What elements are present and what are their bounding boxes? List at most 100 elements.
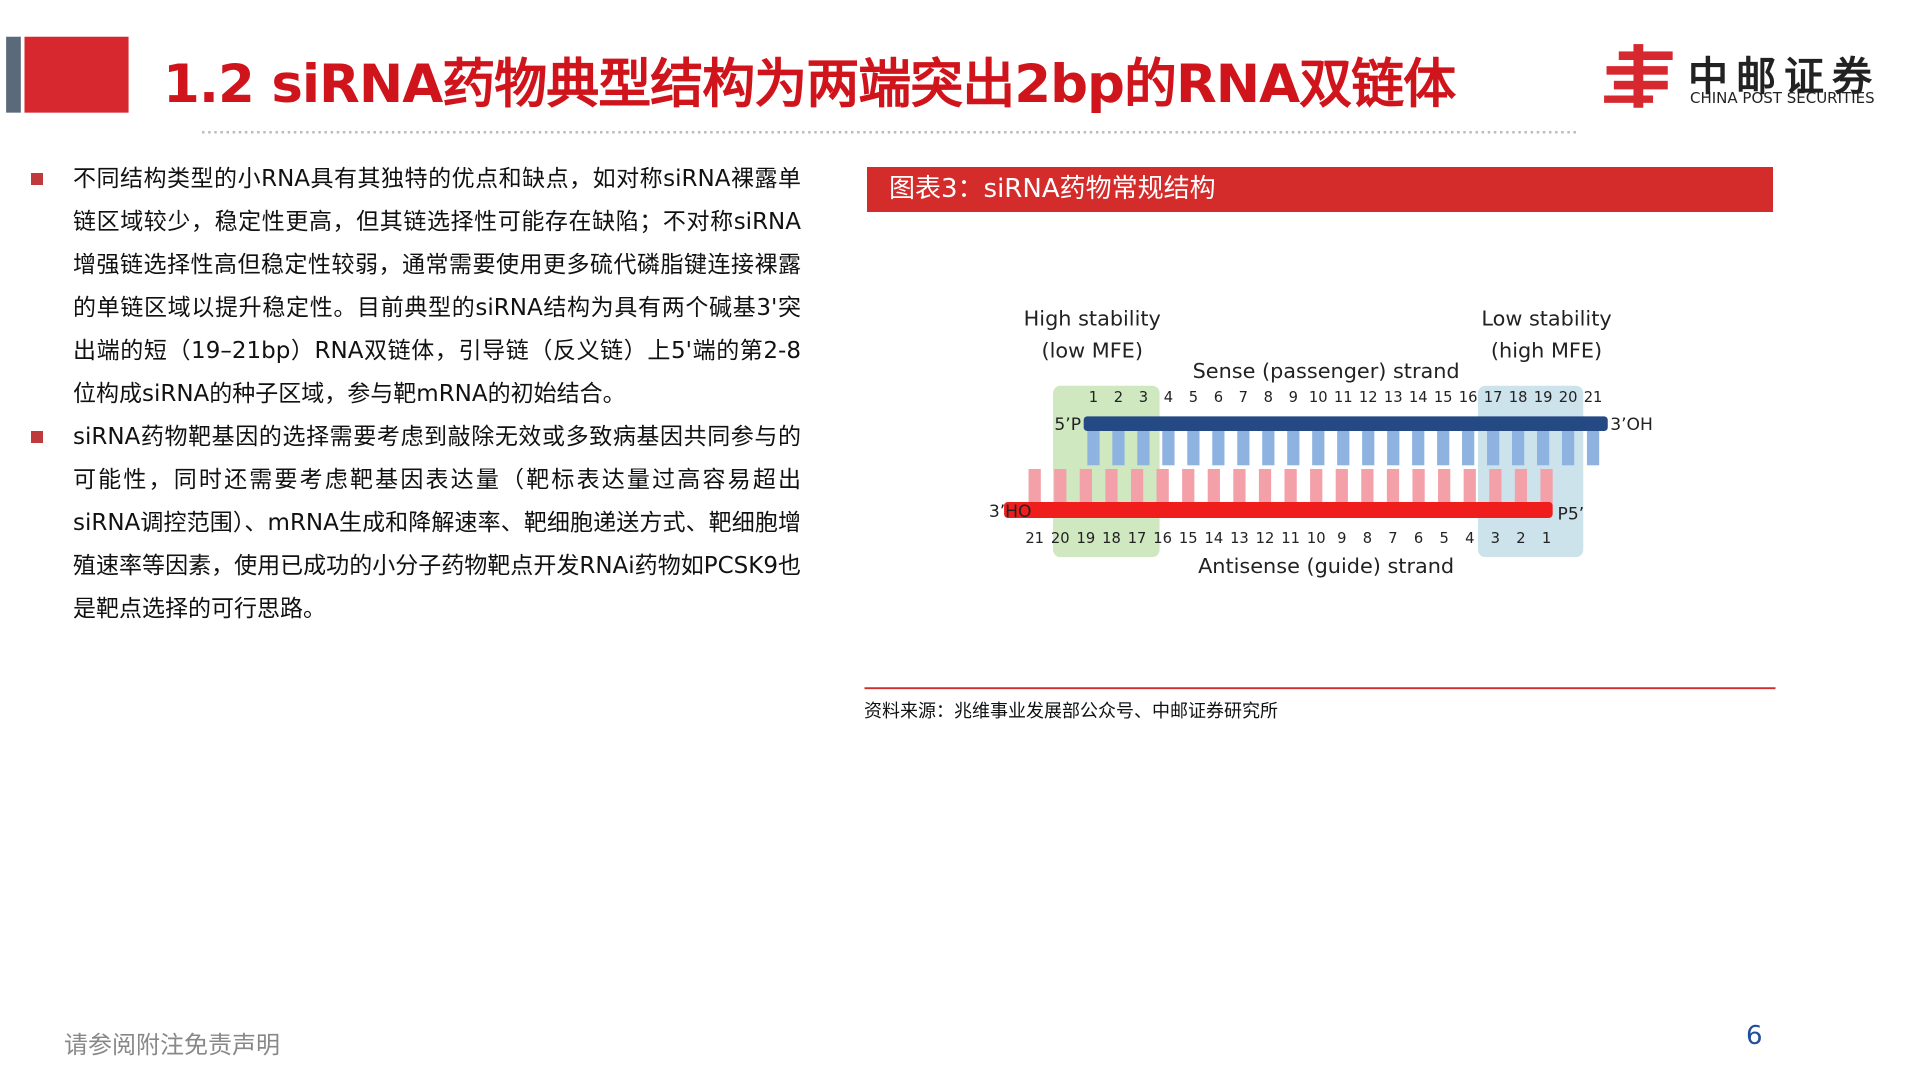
sense-base [1487, 428, 1500, 466]
end-label: P5’ [1558, 504, 1585, 524]
low-stability-label: Low stability [1481, 307, 1611, 331]
sense-position: 19 [1534, 389, 1553, 406]
sense-base [1187, 428, 1200, 466]
sense-base [1462, 428, 1475, 466]
antisense-base [1361, 468, 1374, 506]
sense-strand [1083, 416, 1608, 432]
antisense-position: 18 [1102, 530, 1121, 547]
sense-position: 1 [1089, 389, 1098, 406]
antisense-base [1412, 468, 1425, 506]
sense-base [1087, 428, 1100, 466]
antisense-position: 10 [1307, 530, 1326, 547]
antisense-position: 2 [1516, 530, 1525, 547]
antisense-position: 3 [1491, 530, 1500, 547]
sense-base [1561, 428, 1575, 466]
sense-position: 3 [1139, 389, 1148, 406]
antisense-base [1207, 468, 1220, 506]
sense-base [1237, 428, 1250, 466]
sense-position: 6 [1214, 389, 1223, 406]
antisense-base [1489, 468, 1502, 506]
antisense-position: 19 [1077, 530, 1096, 547]
sense-label: Sense (passenger) strand [1193, 359, 1460, 383]
sense-position: 2 [1114, 389, 1123, 406]
antisense-base [1054, 468, 1067, 506]
end-label: 5’P [1054, 415, 1081, 435]
sense-base [1586, 428, 1600, 466]
sense-base [1412, 428, 1425, 466]
antisense-position: 15 [1179, 530, 1198, 547]
bullet-list: 不同结构类型的小RNA具有其独特的优点和缺点，如对称siRNA裸露单链区域较少，… [31, 158, 801, 631]
antisense-position: 1 [1542, 530, 1551, 547]
antisense-position: 8 [1363, 530, 1372, 547]
antisense-base [1463, 468, 1476, 506]
sense-base [1312, 428, 1325, 466]
sense-base [1212, 428, 1225, 466]
logo-subtitle: CHINA POST SECURITIES [1690, 89, 1875, 107]
sense-base [1137, 428, 1150, 466]
sense-position: 11 [1334, 389, 1353, 406]
sense-position: 9 [1289, 389, 1298, 406]
sense-position: 15 [1434, 389, 1453, 406]
antisense-base [1514, 468, 1528, 506]
high-stability-label: (low MFE) [1042, 338, 1143, 362]
end-label: 3’HO [989, 502, 1032, 522]
antisense-base [1386, 468, 1400, 506]
sense-base [1112, 428, 1125, 466]
antisense-position: 14 [1204, 530, 1223, 547]
antisense-base [1284, 468, 1297, 506]
antisense-position: 7 [1388, 530, 1397, 547]
title-block [24, 36, 129, 113]
antisense-base [1105, 468, 1118, 506]
sense-position: 18 [1509, 389, 1528, 406]
sense-position: 4 [1164, 389, 1173, 406]
antisense-base [1079, 468, 1092, 506]
antisense-base [1258, 468, 1272, 506]
logo-name: 中邮证券 [1688, 54, 1880, 100]
sense-base [1337, 428, 1350, 466]
bullet: 不同结构类型的小RNA具有其独特的优点和缺点，如对称siRNA裸露单链区域较少，… [31, 158, 801, 416]
antisense-base [1130, 468, 1144, 506]
sense-base [1262, 428, 1275, 466]
logo-mark [1604, 44, 1673, 108]
antisense-position: 6 [1414, 530, 1423, 547]
sense-base [1387, 428, 1400, 466]
sense-base [1512, 428, 1525, 466]
antisense-base [1156, 468, 1169, 506]
antisense-base [1182, 468, 1195, 506]
antisense-position: 5 [1439, 530, 1448, 547]
figure-source: 资料来源：兆维事业发展部公众号、中邮证券研究所 [864, 701, 1278, 722]
antisense-position: 4 [1465, 530, 1474, 547]
disclaimer: 请参阅附注免责声明 [64, 1031, 280, 1059]
antisense-base [1028, 468, 1041, 506]
sense-position: 5 [1189, 389, 1198, 406]
antisense-position: 20 [1051, 530, 1070, 547]
sense-base [1437, 428, 1450, 466]
antisense-position: 9 [1337, 530, 1346, 547]
sense-base [1362, 428, 1375, 466]
high-stability-label: High stability [1024, 307, 1161, 331]
antisense-position: 13 [1230, 530, 1249, 547]
sense-position: 21 [1584, 389, 1603, 406]
antisense-position: 16 [1153, 530, 1172, 547]
slide-title: 1.2 siRNA药物典型结构为两端突出2bp的RNA双链体 [163, 54, 1456, 115]
antisense-base [1335, 468, 1348, 506]
sense-position: 20 [1559, 389, 1578, 406]
bullet: siRNA药物靶基因的选择需要考虑到敲除无效或多致病基因共同参与的可能性，同时还… [31, 416, 801, 631]
antisense-base [1310, 468, 1323, 506]
antisense-base [1438, 468, 1451, 506]
antisense-position: 17 [1128, 530, 1147, 547]
sense-position: 10 [1309, 389, 1328, 406]
sense-position: 7 [1239, 389, 1248, 406]
sense-position: 12 [1359, 389, 1378, 406]
sense-position: 8 [1264, 389, 1273, 406]
accent-bar [6, 36, 21, 113]
page-number: 6 [1746, 1021, 1763, 1051]
figure-caption: 图表3：siRNA药物常规结构 [867, 167, 1773, 212]
antisense-base [1540, 468, 1553, 506]
end-label: 3’OH [1610, 415, 1653, 435]
sense-base [1536, 428, 1550, 466]
antisense-strand [1004, 502, 1553, 518]
antisense-position: 12 [1256, 530, 1275, 547]
